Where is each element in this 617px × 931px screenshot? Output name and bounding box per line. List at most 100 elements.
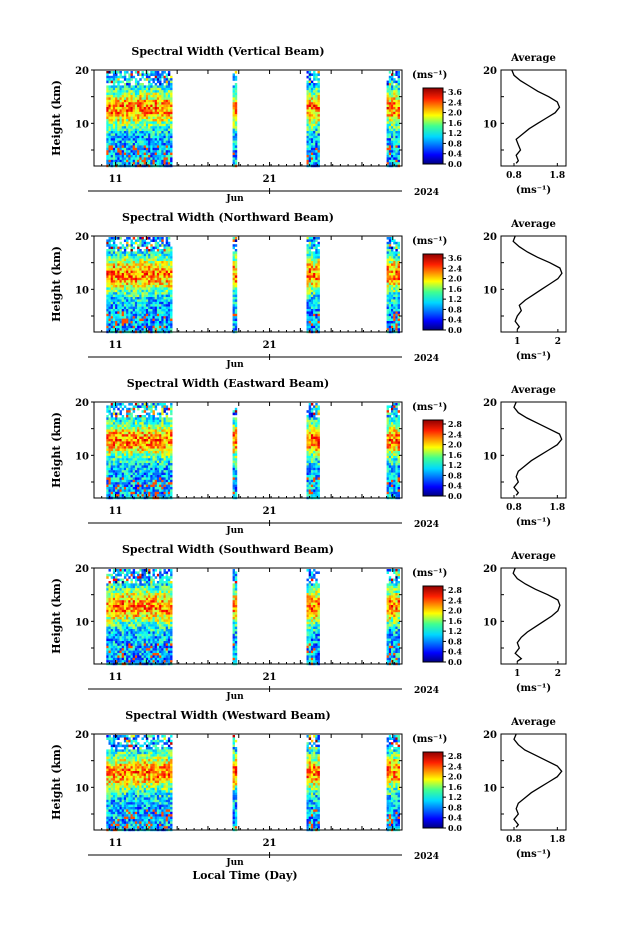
heatmap-cell xyxy=(391,114,394,117)
heatmap-cell xyxy=(126,325,129,329)
heatmap-cell xyxy=(119,159,122,163)
heatmap-cell xyxy=(128,270,131,274)
heatmap-cell xyxy=(119,475,122,478)
heatmap-cell xyxy=(145,75,149,79)
heatmap-cell xyxy=(313,152,316,156)
heatmap-cell xyxy=(397,152,400,156)
heatmap-cell xyxy=(317,138,320,141)
heatmap-cell xyxy=(108,102,111,105)
heatmap-cell xyxy=(139,157,142,160)
heatmap-cell xyxy=(143,73,147,76)
heatmap-cell xyxy=(170,138,173,141)
heatmap-cell xyxy=(232,126,235,129)
heatmap-cell xyxy=(234,239,238,242)
heatmap-cell xyxy=(306,121,309,124)
heatmap-cell xyxy=(130,306,133,310)
heatmap-cell xyxy=(393,275,396,278)
heatmap-cell xyxy=(112,410,116,413)
heatmap-cell xyxy=(145,78,149,81)
heatmap-cell xyxy=(152,410,155,413)
heatmap-cell xyxy=(156,277,160,281)
heatmap-cell xyxy=(106,458,109,461)
heatmap-cell xyxy=(315,318,318,322)
heatmap-cell xyxy=(386,280,389,283)
heatmap-cell xyxy=(137,311,140,314)
heatmap-cell xyxy=(310,92,314,96)
heatmap-cell xyxy=(141,282,144,286)
heatmap-cell xyxy=(119,140,122,144)
heatmap-cell xyxy=(132,424,136,428)
heatmap-cell xyxy=(121,261,125,264)
heatmap-cell xyxy=(119,268,122,271)
heatmap-cell xyxy=(143,159,147,163)
heatmap-cell xyxy=(145,472,149,476)
heatmap-cell xyxy=(154,417,158,420)
heatmap-cell xyxy=(170,246,173,250)
heatmap-cell xyxy=(310,429,314,432)
heatmap-cell xyxy=(119,463,122,466)
heatmap-cell xyxy=(310,453,314,456)
heatmap-cell xyxy=(154,439,158,442)
heatmap-cell xyxy=(106,451,109,454)
heatmap-cell xyxy=(170,328,173,331)
heatmap-cell xyxy=(106,282,109,286)
heatmap-cell xyxy=(139,463,142,466)
heatmap-cell xyxy=(306,268,309,271)
heatmap-cell xyxy=(388,78,392,81)
heatmap-cell xyxy=(156,87,160,91)
heatmap-cell xyxy=(137,446,140,449)
heatmap-cell xyxy=(137,292,140,295)
heatmap-cell xyxy=(115,304,118,307)
heatmap-cell xyxy=(112,477,116,480)
heatmap-cell xyxy=(167,479,171,483)
heatmap-cell xyxy=(110,71,114,74)
heatmap-cell xyxy=(163,328,166,331)
heatmap-cell xyxy=(143,313,147,317)
heatmap-cell xyxy=(145,87,149,91)
heatmap-cell xyxy=(150,289,153,293)
heatmap-cell xyxy=(313,313,316,317)
heatmap-cell xyxy=(121,289,125,293)
heatmap-cell xyxy=(152,109,155,112)
heatmap-cell xyxy=(134,128,138,132)
heatmap-cell xyxy=(121,152,125,156)
heatmap-cell xyxy=(128,439,131,442)
heatmap-cell xyxy=(106,489,109,492)
heatmap-cell xyxy=(393,328,396,331)
heatmap-cell xyxy=(163,150,166,153)
heatmap-cell xyxy=(108,472,111,476)
heatmap-cell xyxy=(119,412,122,416)
heatmap-cell xyxy=(110,92,114,96)
heatmap-cell xyxy=(123,157,127,160)
heatmap-cell xyxy=(167,458,171,461)
heatmap-cell xyxy=(139,419,142,423)
heatmap-cell xyxy=(148,309,151,312)
heatmap-cell xyxy=(123,282,127,286)
heatmap-cell xyxy=(232,275,235,278)
heatmap-cell xyxy=(163,299,166,302)
heatmap-cell xyxy=(308,431,312,435)
heatmap-cell xyxy=(117,251,120,254)
heatmap-cell xyxy=(306,145,309,148)
heatmap-cell xyxy=(232,92,235,96)
heatmap-cell xyxy=(141,465,144,468)
heatmap-cell xyxy=(308,263,312,266)
heatmap-cell xyxy=(163,107,166,110)
heatmap-cell xyxy=(154,143,158,146)
heatmap-cell xyxy=(130,436,133,440)
heatmap-cell xyxy=(134,140,138,144)
heatmap-cell xyxy=(108,453,111,456)
heatmap-cell xyxy=(315,412,318,416)
heatmap-cell xyxy=(232,436,235,440)
heatmap-cell xyxy=(108,451,111,454)
heatmap-cell xyxy=(119,135,122,139)
heatmap-cell xyxy=(108,152,111,156)
heatmap-cell xyxy=(134,328,138,331)
heatmap-cell xyxy=(317,316,320,319)
heatmap-cell xyxy=(306,448,309,452)
heatmap-cell xyxy=(143,140,147,144)
heatmap-cell xyxy=(395,292,398,295)
heatmap-cell xyxy=(148,415,151,418)
heatmap-cell xyxy=(315,102,318,105)
heatmap-cell xyxy=(315,133,318,136)
